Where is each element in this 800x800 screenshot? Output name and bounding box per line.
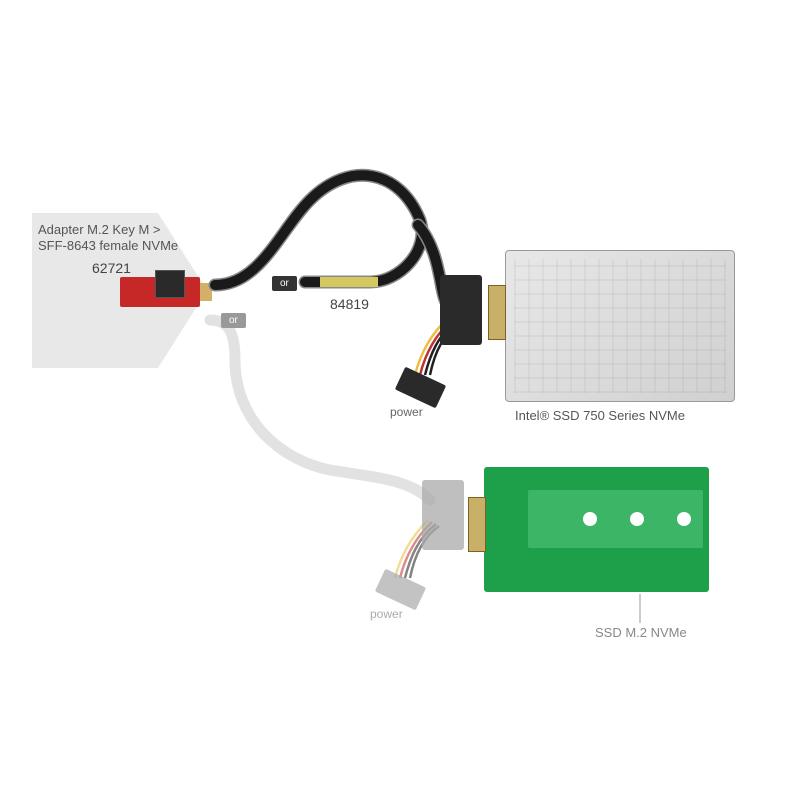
cable-label-band — [320, 277, 378, 287]
intel-ssd-label: Intel® SSD 750 Series NVMe — [515, 408, 685, 423]
or-chip-bottom: or — [221, 313, 246, 328]
u2-connector-top — [440, 275, 482, 345]
m2-hole-1 — [583, 512, 597, 526]
m2-hole-2 — [630, 512, 644, 526]
diagram-canvas: Adapter M.2 Key M > SFF-8643 female NVMe… — [0, 0, 800, 800]
or-chip-top: or — [272, 276, 297, 291]
intel-ssd-edge-connector — [488, 285, 506, 340]
m2-ssd-label: SSD M.2 NVMe — [595, 625, 687, 640]
power-label-top: power — [390, 405, 423, 419]
m2-board-edge-connector — [468, 497, 486, 552]
u2-connector-bottom — [422, 480, 464, 550]
cable-partno: 84819 — [330, 296, 369, 312]
m2-hole-3 — [677, 512, 691, 526]
power-label-bottom: power — [370, 607, 403, 621]
intel-ssd-body — [505, 250, 735, 402]
